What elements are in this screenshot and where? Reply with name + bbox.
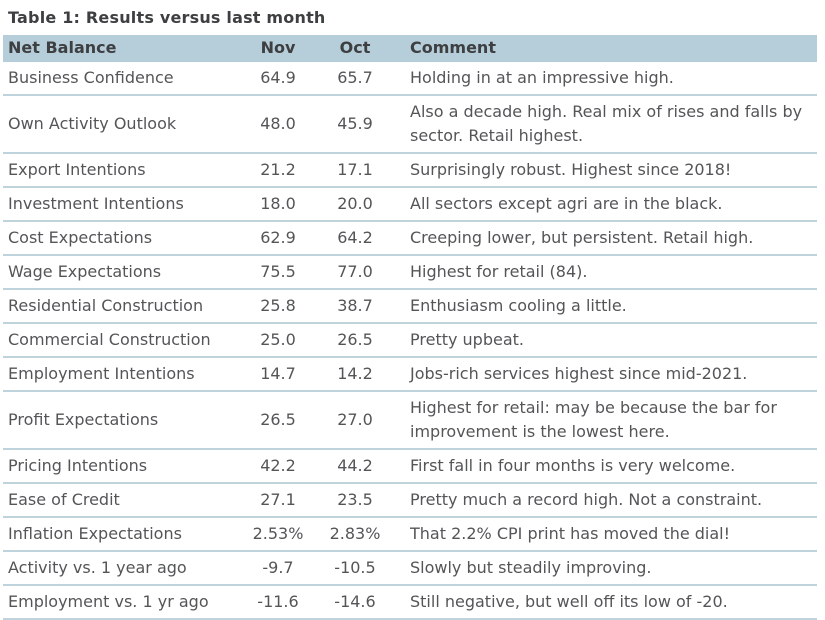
comment-cell: Jobs-rich services highest since mid-202… xyxy=(394,357,817,392)
oct-value-cell: 14.2 xyxy=(316,357,394,392)
oct-value-cell: 77.0 xyxy=(316,255,394,290)
comment-cell: That 2.2% CPI print has moved the dial! xyxy=(394,517,817,552)
net-balance-cell: Export Intentions xyxy=(3,153,240,188)
table-body: Business Confidence 64.9 65.7 Holding in… xyxy=(3,62,817,620)
nov-value-cell: 21.2 xyxy=(240,153,316,188)
table-row: Inflation Expectations 2.53% 2.83% That … xyxy=(3,517,817,552)
column-header-nov: Nov xyxy=(240,35,316,62)
net-balance-cell: Pricing Intentions xyxy=(3,449,240,484)
nov-value-cell: 27.1 xyxy=(240,483,316,518)
net-balance-cell: Own Activity Outlook xyxy=(3,95,240,154)
net-balance-cell: Ease of Credit xyxy=(3,483,240,518)
oct-value-cell: 27.0 xyxy=(316,391,394,450)
table-row: Export Intentions 21.2 17.1 Surprisingly… xyxy=(3,153,817,188)
oct-value-cell: 26.5 xyxy=(316,323,394,358)
table-row: Ease of Credit 27.1 23.5 Pretty much a r… xyxy=(3,483,817,518)
oct-value-cell: -10.5 xyxy=(316,551,394,586)
nov-value-cell: 42.2 xyxy=(240,449,316,484)
comment-cell: Surprisingly robust. Highest since 2018! xyxy=(394,153,817,188)
table-row: Employment vs. 1 yr ago -11.6 -14.6 Stil… xyxy=(3,585,817,620)
net-balance-cell: Commercial Construction xyxy=(3,323,240,358)
net-balance-cell: Investment Intentions xyxy=(3,187,240,222)
oct-value-cell: 44.2 xyxy=(316,449,394,484)
oct-value-cell: 38.7 xyxy=(316,289,394,324)
oct-value-cell: 17.1 xyxy=(316,153,394,188)
nov-value-cell: 64.9 xyxy=(240,62,316,96)
table-row: Wage Expectations 75.5 77.0 Highest for … xyxy=(3,255,817,290)
column-header-net-balance: Net Balance xyxy=(3,35,240,62)
table-row: Own Activity Outlook 48.0 45.9 Also a de… xyxy=(3,95,817,154)
net-balance-cell: Residential Construction xyxy=(3,289,240,324)
table-row: Business Confidence 64.9 65.7 Holding in… xyxy=(3,62,817,96)
comment-cell: Highest for retail: may be because the b… xyxy=(394,391,817,450)
oct-value-cell: 23.5 xyxy=(316,483,394,518)
table-row: Residential Construction 25.8 38.7 Enthu… xyxy=(3,289,817,324)
nov-value-cell: -9.7 xyxy=(240,551,316,586)
net-balance-cell: Business Confidence xyxy=(3,62,240,96)
column-header-oct: Oct xyxy=(316,35,394,62)
comment-cell: First fall in four months is very welcom… xyxy=(394,449,817,484)
comment-cell: Slowly but steadily improving. xyxy=(394,551,817,586)
nov-value-cell: 75.5 xyxy=(240,255,316,290)
table-title: Table 1: Results versus last month xyxy=(8,8,326,27)
nov-value-cell: 48.0 xyxy=(240,95,316,154)
comment-cell: Pretty upbeat. xyxy=(394,323,817,358)
nov-value-cell: 25.8 xyxy=(240,289,316,324)
comment-cell: All sectors except agri are in the black… xyxy=(394,187,817,222)
table-row: Pricing Intentions 42.2 44.2 First fall … xyxy=(3,449,817,484)
net-balance-cell: Employment Intentions xyxy=(3,357,240,392)
table-row: Profit Expectations 26.5 27.0 Highest fo… xyxy=(3,391,817,450)
oct-value-cell: 64.2 xyxy=(316,221,394,256)
table-row: Employment Intentions 14.7 14.2 Jobs-ric… xyxy=(3,357,817,392)
nov-value-cell: 18.0 xyxy=(240,187,316,222)
oct-value-cell: 2.83% xyxy=(316,517,394,552)
nov-value-cell: 26.5 xyxy=(240,391,316,450)
comment-cell: Still negative, but well off its low of … xyxy=(394,585,817,620)
results-table: Net Balance Nov Oct Comment Business Con… xyxy=(3,35,817,620)
nov-value-cell: 14.7 xyxy=(240,357,316,392)
net-balance-cell: Profit Expectations xyxy=(3,391,240,450)
oct-value-cell: 65.7 xyxy=(316,62,394,96)
nov-value-cell: 2.53% xyxy=(240,517,316,552)
comment-cell: Holding in at an impressive high. xyxy=(394,62,817,96)
oct-value-cell: 45.9 xyxy=(316,95,394,154)
net-balance-cell: Cost Expectations xyxy=(3,221,240,256)
table-row: Commercial Construction 25.0 26.5 Pretty… xyxy=(3,323,817,358)
nov-value-cell: 62.9 xyxy=(240,221,316,256)
comment-cell: Creeping lower, but persistent. Retail h… xyxy=(394,221,817,256)
nov-value-cell: -11.6 xyxy=(240,585,316,620)
table-row: Cost Expectations 62.9 64.2 Creeping low… xyxy=(3,221,817,256)
comment-cell: Also a decade high. Real mix of rises an… xyxy=(394,95,817,154)
net-balance-cell: Employment vs. 1 yr ago xyxy=(3,585,240,620)
net-balance-cell: Wage Expectations xyxy=(3,255,240,290)
net-balance-cell: Inflation Expectations xyxy=(3,517,240,552)
nov-value-cell: 25.0 xyxy=(240,323,316,358)
net-balance-cell: Activity vs. 1 year ago xyxy=(3,551,240,586)
table-header-row: Net Balance Nov Oct Comment xyxy=(3,35,817,62)
table-row: Activity vs. 1 year ago -9.7 -10.5 Slowl… xyxy=(3,551,817,586)
comment-cell: Highest for retail (84). xyxy=(394,255,817,290)
comment-cell: Pretty much a record high. Not a constra… xyxy=(394,483,817,518)
oct-value-cell: -14.6 xyxy=(316,585,394,620)
column-header-comment: Comment xyxy=(394,35,817,62)
oct-value-cell: 20.0 xyxy=(316,187,394,222)
comment-cell: Enthusiasm cooling a little. xyxy=(394,289,817,324)
table-row: Investment Intentions 18.0 20.0 All sect… xyxy=(3,187,817,222)
